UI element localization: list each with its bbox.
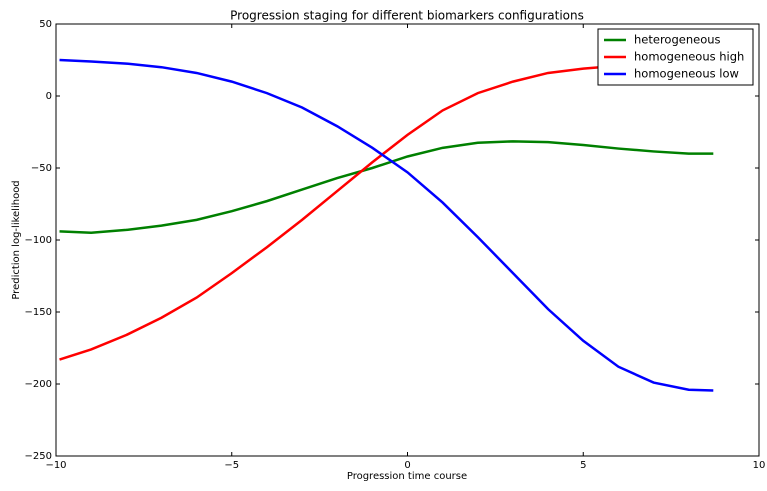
y-axis-label: Prediction log-likelihood [11,180,22,299]
y-tick-label: −200 [25,379,52,390]
series-line [59,58,714,392]
x-tick-label: 10 [753,460,766,471]
legend-label: heterogeneous [634,33,721,47]
chart-title: Progression staging for different biomar… [230,9,584,23]
series-line [59,140,714,235]
y-tick-label: 0 [46,91,52,102]
y-tick-label: −250 [25,451,52,462]
x-tick-label: −5 [224,460,239,471]
y-tick-label: 50 [39,19,52,30]
x-tick-label: −10 [45,460,66,471]
x-tick-label: 0 [404,460,410,471]
plot-frame [55,23,760,457]
x-tick-label: 5 [580,460,586,471]
legend-label: homogeneous low [634,67,739,81]
legend-label: homogeneous high [634,50,744,64]
y-tick-label: −150 [25,307,52,318]
y-tick-label: −50 [31,163,52,174]
x-axis-label: Progression time course [347,471,467,482]
series-line [59,64,714,361]
y-tick-label: −100 [25,235,52,246]
